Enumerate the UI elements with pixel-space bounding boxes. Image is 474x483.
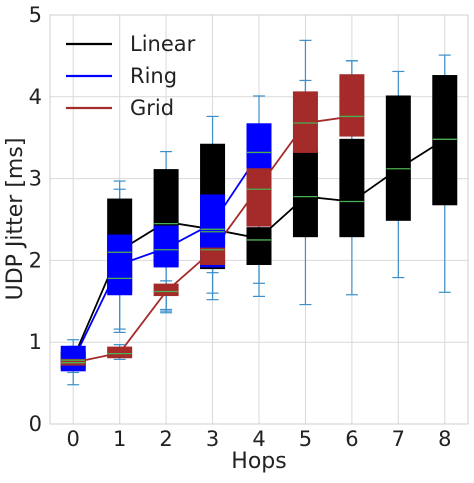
- boxes: [60, 74, 458, 372]
- x-tick-label: 6: [345, 427, 358, 451]
- box-grid-hop-3: [200, 247, 226, 265]
- box-ring-hop-2: [153, 225, 179, 268]
- x-tick-label: 8: [438, 427, 451, 451]
- x-tick-label: 0: [67, 427, 80, 451]
- x-tick-label: 7: [392, 427, 405, 451]
- y-tick-label: 3: [29, 167, 42, 191]
- y-axis-title: UDP Jitter [ms]: [3, 138, 28, 301]
- plot-frame: [49, 14, 469, 425]
- y-tick-label: 2: [29, 248, 42, 272]
- x-tick-label: 1: [113, 427, 126, 451]
- medians: [61, 115, 457, 364]
- y-tick-label: 4: [29, 85, 42, 109]
- box-grid-hop-5: [292, 91, 318, 153]
- legend: Linear Ring Grid: [66, 32, 196, 120]
- box-grid-hop-2: [153, 283, 179, 297]
- box-linear-hop-4: [246, 227, 272, 265]
- legend-label-ring: Ring: [130, 64, 177, 88]
- box-grid-hop-1: [107, 346, 133, 359]
- box-ring-hop-1: [107, 234, 133, 296]
- x-tick-label: 4: [252, 427, 265, 451]
- box-linear-hop-5: [292, 150, 318, 238]
- box-grid-hop-6: [339, 74, 365, 137]
- tick-labels: 0 1 2 3 4 5 0 1 2 3 4 5 6 7 8: [29, 3, 452, 451]
- box-ring-hop-0: [60, 345, 86, 372]
- box-linear-hop-7: [385, 95, 411, 221]
- x-tick-label: 5: [299, 427, 312, 451]
- y-tick-label: 1: [29, 330, 42, 354]
- box-grid-hop-4: [246, 168, 272, 227]
- box-linear-hop-6: [339, 138, 365, 238]
- box-linear-hop-8: [432, 75, 458, 206]
- legend-label-grid: Grid: [130, 96, 174, 120]
- legend-label-linear: Linear: [130, 32, 196, 56]
- x-axis-title: Hops: [231, 449, 286, 474]
- x-tick-label: 3: [206, 427, 219, 451]
- y-tick-label: 5: [29, 3, 42, 27]
- x-tick-label: 2: [159, 427, 172, 451]
- y-tick-label: 0: [29, 412, 42, 436]
